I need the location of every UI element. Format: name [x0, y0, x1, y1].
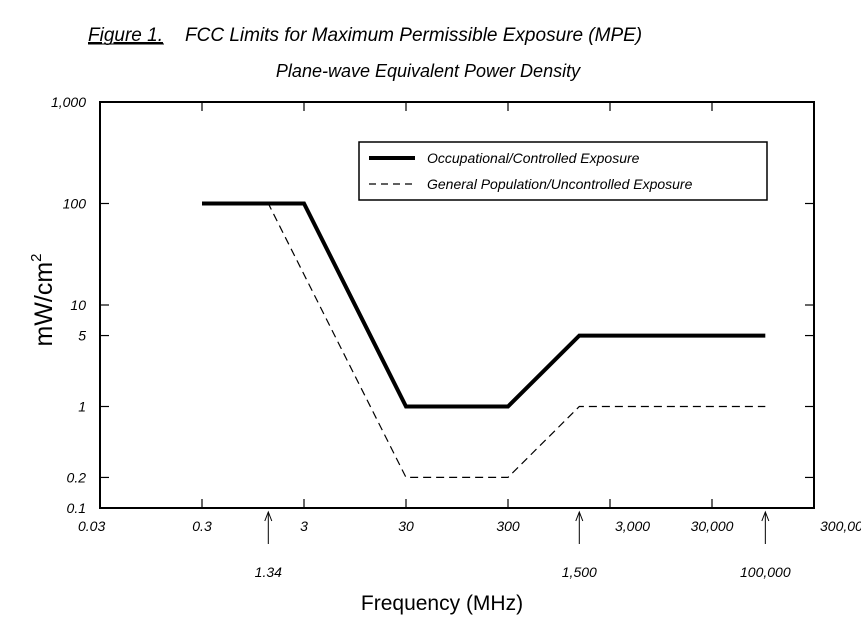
chart-title: FCC Limits for Maximum Permissible Expos…: [185, 25, 642, 46]
x-tick-label: 0.3: [192, 518, 212, 534]
x-axis-ticks: 0.03 0.3 3 30 300 3,000 30,000 300,000: [78, 102, 861, 534]
x-marker-label: 100,000: [740, 564, 791, 580]
legend-label-general: General Population/Uncontrolled Exposure: [427, 176, 693, 192]
y-tick-label: 100: [63, 196, 87, 212]
x-marker-arrowhead: [575, 510, 584, 522]
x-marker-arrowhead: [761, 510, 770, 522]
x-axis-label: Frequency (MHz): [361, 592, 523, 615]
y-axis-ticks: 0.1 0.2 1 5 10 100 1,000: [51, 94, 814, 516]
svg-text:mW/cm2: mW/cm2: [28, 253, 58, 346]
series-lines: [202, 201, 766, 478]
legend: Occupational/Controlled Exposure General…: [358, 141, 768, 201]
x-tick-label: 3,000: [615, 518, 650, 534]
y-axis-label-base: mW/cm: [30, 262, 58, 347]
y-tick-label: 1,000: [51, 94, 86, 110]
series-line-occupational: [202, 201, 766, 409]
x-tick-label: 300: [496, 518, 520, 534]
series-line-general-population: [202, 202, 766, 478]
x-tick-label: 300,000: [820, 518, 861, 534]
y-tick-label: 0.1: [67, 500, 86, 516]
y-tick-label: 5: [78, 328, 86, 344]
legend-box: [358, 141, 768, 201]
y-axis-label: mW/cm2: [28, 253, 58, 346]
x-marker-label: 1,500: [562, 564, 597, 580]
x-tick-label: 3: [300, 518, 308, 534]
x-axis-markers: 1.34 1,500 100,000: [255, 510, 791, 580]
y-tick-label: 0.2: [67, 469, 87, 485]
chart-subtitle: Plane-wave Equivalent Power Density: [276, 61, 581, 81]
legend-label-occupational: Occupational/Controlled Exposure: [427, 150, 640, 166]
figure-label: Figure 1.: [88, 25, 163, 46]
y-tick-label: 10: [70, 297, 86, 313]
x-tick-label: 30: [398, 518, 414, 534]
x-marker-label: 1.34: [255, 564, 282, 580]
x-tick-label: 30,000: [691, 518, 734, 534]
y-tick-label: 1: [78, 399, 86, 415]
x-marker-arrowhead: [264, 510, 273, 522]
x-tick-label: 0.03: [78, 518, 105, 534]
y-axis-label-superscript: 2: [28, 253, 45, 261]
